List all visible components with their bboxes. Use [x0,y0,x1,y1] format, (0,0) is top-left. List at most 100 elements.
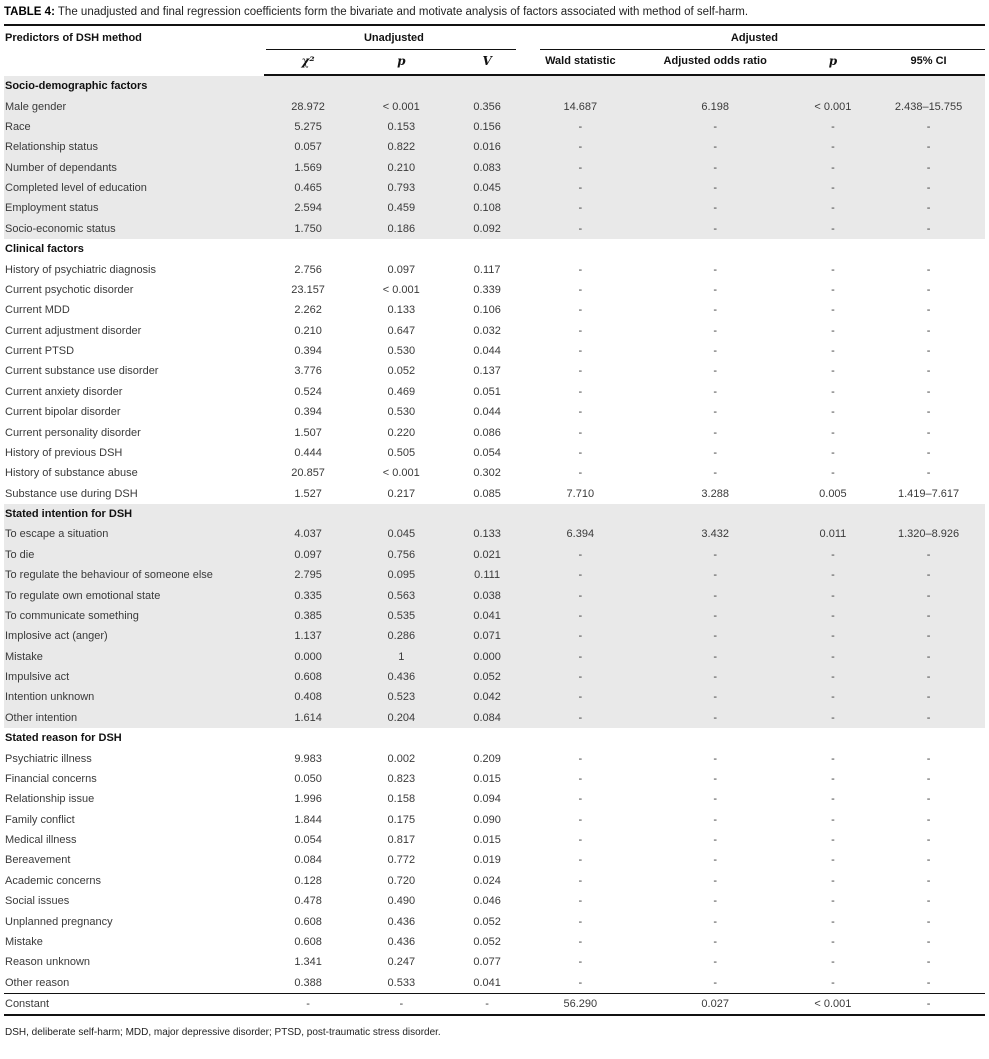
value-cell-chi2: 1.569 [263,157,353,178]
predictor-cell: To escape a situation [4,524,264,545]
value-cell-chi2: 2.756 [294,263,322,276]
value-cell-chi2: 0.444 [294,446,322,459]
table-row: Implosive act (anger) 1.137 0.286 0.071- - - - [4,626,985,647]
value-cell-chi2: 0.054 [294,834,322,847]
value-cell-aor: - [636,707,794,728]
predictor-cell: Other reason [5,976,70,989]
value-cell-wald: - [523,565,637,586]
value-cell-ci: - [872,687,985,708]
value-cell-v: 0.041 [450,605,524,627]
col-header-wald-statistic: Wald statistic [523,50,637,76]
value-cell-p_adj: - [831,406,835,419]
table-row: To regulate the behaviour of someone els… [4,565,985,586]
value-cell-wald: - [578,345,583,358]
table-row: Socio-economic status 1.750 0.186 0.092- - - - [4,218,985,239]
value-cell-wald: 56.290 [523,992,637,1017]
value-cell-chi2: 0.385 [263,605,353,627]
value-cell-p_adj: - [793,666,873,688]
value-cell-chi2: 1.527 [294,487,322,500]
value-cell-p_adj: - [831,793,835,806]
table-row: Intention unknown 0.408 0.523 0.042- - - - [4,687,985,708]
value-cell-chi2: 4.037 [263,524,353,545]
value-cell-ci: - [872,157,985,178]
value-cell-aor: - [636,177,794,199]
value-cell-aor: - [713,385,718,398]
predictor-cell: Family conflict [5,813,75,826]
value-cell-aor: - [713,935,718,948]
value-cell-ci: 1.320–8.926 [872,524,985,545]
value-cell-ci: - [926,793,931,806]
value-cell-v: 0.052 [473,915,501,928]
value-cell-v: 0.015 [473,772,501,785]
value-cell-ci: - [926,813,931,826]
value-cell-aor: - [636,626,794,647]
value-cell-ci: - [926,426,931,439]
value-cell-wald: - [523,157,637,178]
predictor-cell: Financial concerns [5,772,97,785]
value-cell-p_adj: - [793,218,873,239]
predictor-cell: Other intention [4,707,264,728]
value-cell-wald: - [523,177,637,199]
value-cell-wald: - [523,646,637,667]
predictor-cell: Constant [4,992,264,1017]
value-cell-v: 0.044 [473,406,501,419]
group-header-row: Predictors of DSH method Unadjusted Adju… [4,26,986,50]
value-cell-ci: - [872,666,985,688]
value-cell-aor: - [636,137,794,158]
table-row: Other reason 0.388 0.533 0.041 - - - - [4,973,985,994]
value-cell-aor: - [636,565,794,586]
predictor-cell: Number of dependants [4,157,264,178]
value-cell-chi2: 0.608 [263,666,353,688]
value-cell-v: 0.071 [450,626,524,647]
value-cell-v: - [450,992,524,1017]
table-row: Male gender 28.972 < 0.001 0.356 14.687 6.198… [4,96,985,117]
value-cell-p: 0.217 [387,487,416,500]
value-cell-p: 0.210 [352,157,451,178]
value-cell-aor: - [636,666,794,688]
value-cell-ci: - [872,218,985,239]
predictor-cell: Race [4,116,264,138]
col-header-v: V [450,50,524,76]
value-cell-chi2: 1.996 [294,793,322,806]
value-cell-v: 0.015 [473,834,501,847]
value-cell-p_adj: - [793,116,873,138]
value-cell-p_adj: - [793,198,873,219]
value-cell-p: 0.045 [352,524,451,545]
value-cell-p: 0.793 [352,177,451,199]
col-header-adjusted-odds-ratio: Adjusted odds ratio [636,50,794,76]
col-header-predictors: Predictors of DSH method [5,32,142,44]
value-cell-aor: - [713,895,718,908]
value-cell-chi2: 0.394 [294,345,322,358]
section-header-row: Stated reason for DSH [4,728,985,748]
value-cell-ci: - [872,116,985,138]
value-cell-p: 0.772 [387,854,416,867]
value-cell-chi2: 0.608 [294,935,322,948]
value-cell-wald: - [523,687,637,708]
col-header-p-unadjusted: p [352,50,451,76]
value-cell-wald: 7.710 [566,487,595,500]
value-cell-wald: 14.687 [523,96,637,117]
predictor-cell: Implosive act (anger) [4,626,264,647]
value-cell-chi2: 0.084 [294,854,322,867]
predictor-cell: Relationship issue [5,793,95,806]
value-cell-chi2: 1.750 [263,218,353,239]
value-cell-p: - [352,992,451,1017]
section-header: Stated reason for DSH [5,732,122,745]
predictor-cell: Current anxiety disorder [5,385,123,398]
table-row: Number of dependants 1.569 0.210 0.083- - - - [4,157,985,178]
value-cell-wald: - [523,666,637,688]
value-cell-chi2: 0.050 [294,772,322,785]
value-cell-ci: - [872,177,985,199]
value-cell-ci: - [872,992,985,1017]
value-cell-chi2: 28.972 [263,96,353,117]
predictor-cell: Reason unknown [5,956,91,969]
sub-header-row: χ² p V Wald statistic Adjusted odds rati… [4,50,985,76]
value-cell-p_adj: - [831,834,835,847]
value-cell-ci: 2.438–15.755 [872,96,985,117]
value-cell-wald: - [578,813,583,826]
value-cell-p_adj: - [831,385,835,398]
value-cell-v: 0.302 [473,467,501,480]
section-header-row: Stated intention for DSH [4,503,985,525]
predictor-cell: Current MDD [5,304,70,317]
predictor-cell: History of previous DSH [5,446,123,459]
